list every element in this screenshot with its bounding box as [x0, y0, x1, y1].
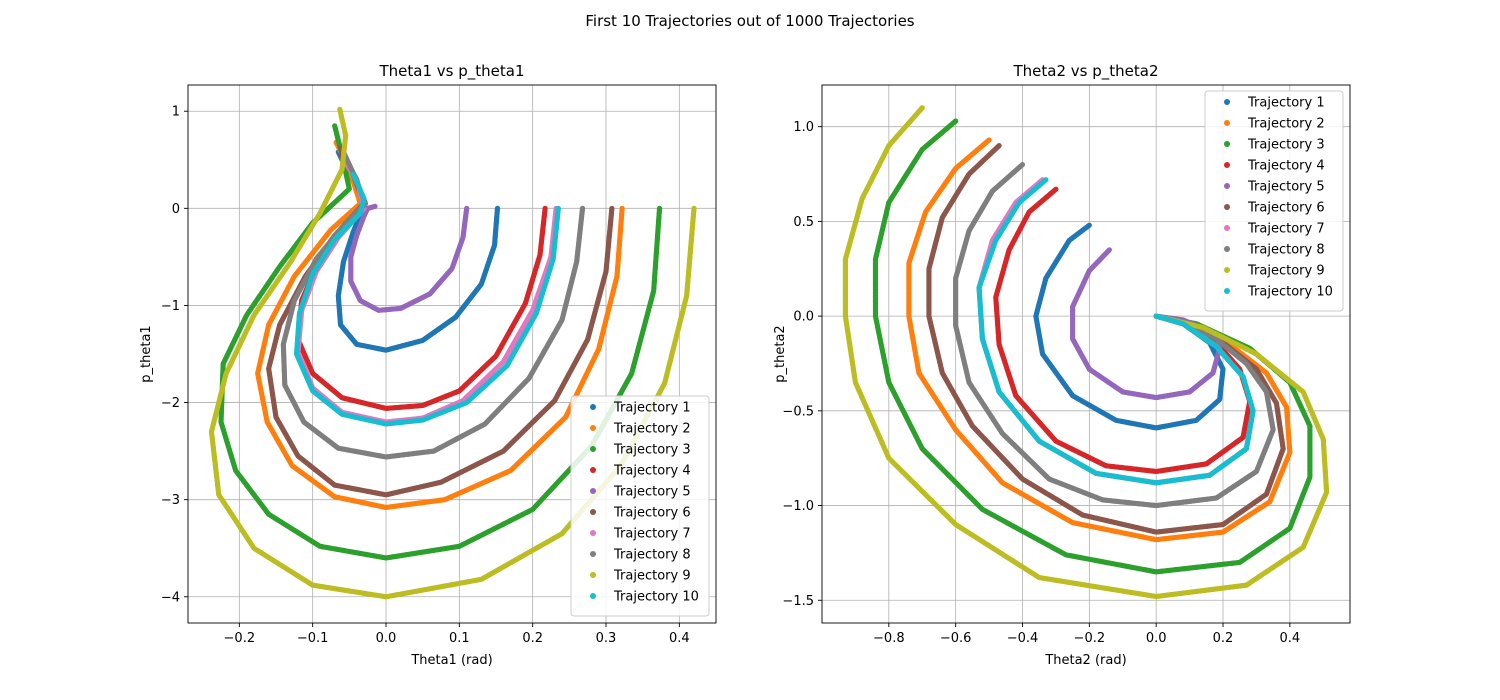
plot-area — [208, 106, 697, 600]
series-trajectory-2 — [255, 139, 625, 511]
series-trajectory-5 — [348, 203, 470, 313]
axes-theta1: −0.2 −0.1 0.0 0.1 0.2 0.3 0.4−4−3−2−101Theta1 … — [139, 62, 717, 668]
series-trajectory-7 — [295, 157, 559, 425]
series-trajectory-1 — [335, 149, 501, 353]
scatter-point — [372, 203, 378, 209]
scatter-point — [332, 123, 338, 129]
figure-suptitle: First 10 Trajectories out of 1000 Trajec… — [585, 12, 914, 30]
